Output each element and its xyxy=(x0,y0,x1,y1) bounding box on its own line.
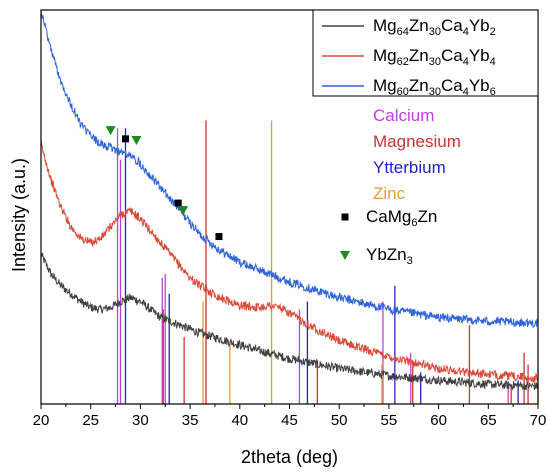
y-axis-title: Intensity (a.u.) xyxy=(9,158,29,272)
marker-ybzn3-0 xyxy=(105,126,116,136)
legend-label-zinc: Zinc xyxy=(373,184,406,203)
legend-label-mg62zn30ca4yb4: Mg62Zn30Ca4Yb4 xyxy=(373,46,496,68)
series-line-mg60zn30ca4yb6 xyxy=(40,12,539,328)
marker-ybzn3-2 xyxy=(178,206,189,216)
x-tick-label-65: 65 xyxy=(480,412,497,429)
xrd-series xyxy=(40,12,539,391)
legend-label-mg64zn30ca4yb2: Mg64Zn30Ca4Yb2 xyxy=(373,16,496,38)
legend-label-ybzn3: YbZn3 xyxy=(366,245,413,267)
x-axis-title: 2theta (deg) xyxy=(241,447,338,467)
series-line-mg64zn30ca4yb2 xyxy=(40,252,539,391)
legend-label-magnesium: Magnesium xyxy=(373,132,461,151)
x-tick-label-50: 50 xyxy=(331,412,348,429)
reference-peak-lines xyxy=(116,120,539,404)
x-tick-label-70: 70 xyxy=(530,412,547,429)
x-tick-label-55: 55 xyxy=(381,412,398,429)
legend-box xyxy=(312,9,539,97)
series-line-mg62zn30ca4yb4 xyxy=(40,140,539,384)
x-axis-ticks: 20 25 30 35 40 45 50 55 60 65 70 xyxy=(33,404,547,429)
x-tick-label-25: 25 xyxy=(82,412,99,429)
marker-camg6zn-2 xyxy=(215,233,223,241)
x-tick-label-30: 30 xyxy=(132,412,149,429)
legend-label-calcium: Calcium xyxy=(373,106,434,125)
legend-label-mg60zn30ca4yb6: Mg60Zn30Ca4Yb6 xyxy=(373,76,496,98)
legend: Mg64Zn30Ca4Yb2 Mg62Zn30Ca4Yb4 Mg60Zn30Ca4Y… xyxy=(312,9,539,267)
marker-ybzn3-1 xyxy=(131,136,142,146)
legend-marker-ybzn3 xyxy=(340,251,350,260)
phase-markers xyxy=(105,126,223,241)
x-tick-label-35: 35 xyxy=(182,412,199,429)
legend-label-camg6zn: CaMg6Zn xyxy=(366,207,437,229)
marker-camg6zn-1 xyxy=(174,199,182,207)
x-tick-label-20: 20 xyxy=(33,412,50,429)
legend-label-ytterbium: Ytterbium xyxy=(373,158,446,177)
legend-marker-camg6zn xyxy=(341,213,349,221)
marker-camg6zn-0 xyxy=(121,135,129,143)
x-tick-label-45: 45 xyxy=(281,412,298,429)
x-tick-label-60: 60 xyxy=(430,412,447,429)
x-tick-label-40: 40 xyxy=(231,412,248,429)
